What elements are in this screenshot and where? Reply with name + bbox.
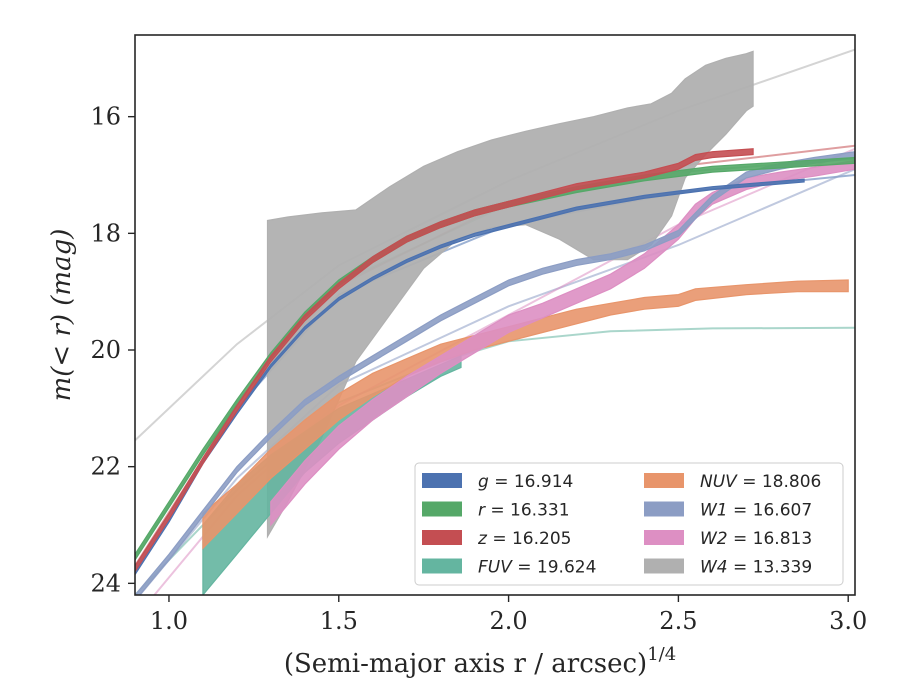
y-tick-label: 24 bbox=[90, 569, 121, 597]
x-tick-label: 1.5 bbox=[320, 607, 358, 635]
legend-label-value: = 16.331 bbox=[485, 501, 570, 521]
legend-label-value: = 13.339 bbox=[728, 558, 813, 578]
axis-ticks: 1.0 1.5 2.0 2.5 3.0 16 18 20 22 24 bbox=[90, 103, 867, 635]
band-z bbox=[135, 148, 754, 573]
y-axis-title: m(< r) (mag) bbox=[47, 229, 77, 402]
legend-label-nuv: NUV = 18.806 bbox=[700, 472, 821, 492]
band-w2 bbox=[270, 159, 855, 527]
legend-label-symbol: z bbox=[477, 529, 488, 549]
y-tick-label: 20 bbox=[90, 336, 121, 364]
legend-swatch-g bbox=[422, 473, 462, 488]
legend-label-symbol: NUV bbox=[700, 472, 738, 492]
legend-label-symbol: r bbox=[478, 501, 486, 521]
legend-frame bbox=[414, 462, 844, 586]
legend-label-symbol: g bbox=[478, 472, 489, 492]
x-axis-title-main: (Semi-major axis r / arcsec) bbox=[284, 649, 647, 679]
legend-label-value: = 16.607 bbox=[728, 501, 813, 521]
plot-frame bbox=[134, 34, 856, 596]
y-tick-label: 22 bbox=[90, 453, 121, 481]
legend-label-value: = 16.914 bbox=[489, 472, 574, 492]
x-axis-title: (Semi-major axis r / arcsec)1/4 bbox=[284, 644, 676, 679]
x-tick-label: 3.0 bbox=[829, 607, 867, 635]
legend-label-value: = 18.806 bbox=[737, 472, 822, 492]
legend-label-symbol: FUV bbox=[478, 558, 513, 578]
legend-label-fuv: FUV = 19.624 bbox=[478, 558, 596, 578]
legend-label-w2: W2 = 16.813 bbox=[700, 529, 812, 549]
legend-swatch-w4 bbox=[644, 558, 684, 574]
legend-label-symbol: W1 bbox=[700, 501, 728, 521]
band-w1 bbox=[135, 151, 855, 595]
y-tick-label: 18 bbox=[90, 219, 121, 247]
legend-label-symbol: W2 bbox=[700, 529, 728, 549]
band-nuv bbox=[202, 279, 849, 550]
legend-label-value: = 16.813 bbox=[728, 529, 813, 549]
legend-label-w4: W4 = 13.339 bbox=[700, 558, 812, 578]
band-w4 bbox=[266, 50, 754, 539]
legend-label-g: g = 16.914 bbox=[478, 472, 573, 492]
y-tick-label: 16 bbox=[90, 103, 121, 131]
x-tick-label: 2.0 bbox=[489, 607, 527, 635]
legend-label-value: = 19.624 bbox=[512, 558, 597, 578]
x-tick-label: 1.0 bbox=[150, 607, 188, 635]
legend-label-w1: W1 = 16.607 bbox=[700, 501, 812, 521]
legend-swatch-w2 bbox=[644, 530, 684, 545]
legend-swatch-z bbox=[422, 530, 462, 545]
legend-label-symbol: W4 bbox=[700, 558, 728, 578]
x-axis-title-exponent: 1/4 bbox=[647, 644, 676, 665]
legend-label-r: r = 16.331 bbox=[478, 501, 570, 521]
legend-swatch-w1 bbox=[644, 501, 684, 517]
legend-swatch-fuv bbox=[422, 558, 462, 574]
legend-swatch-r bbox=[422, 501, 462, 517]
data-bands bbox=[135, 50, 855, 595]
legend-swatch-nuv bbox=[644, 473, 684, 488]
legend-label-z: z = 16.205 bbox=[477, 529, 571, 549]
band-g bbox=[135, 178, 805, 576]
x-tick-label: 2.5 bbox=[659, 607, 697, 635]
legend-label-value: = 16.205 bbox=[487, 529, 572, 549]
